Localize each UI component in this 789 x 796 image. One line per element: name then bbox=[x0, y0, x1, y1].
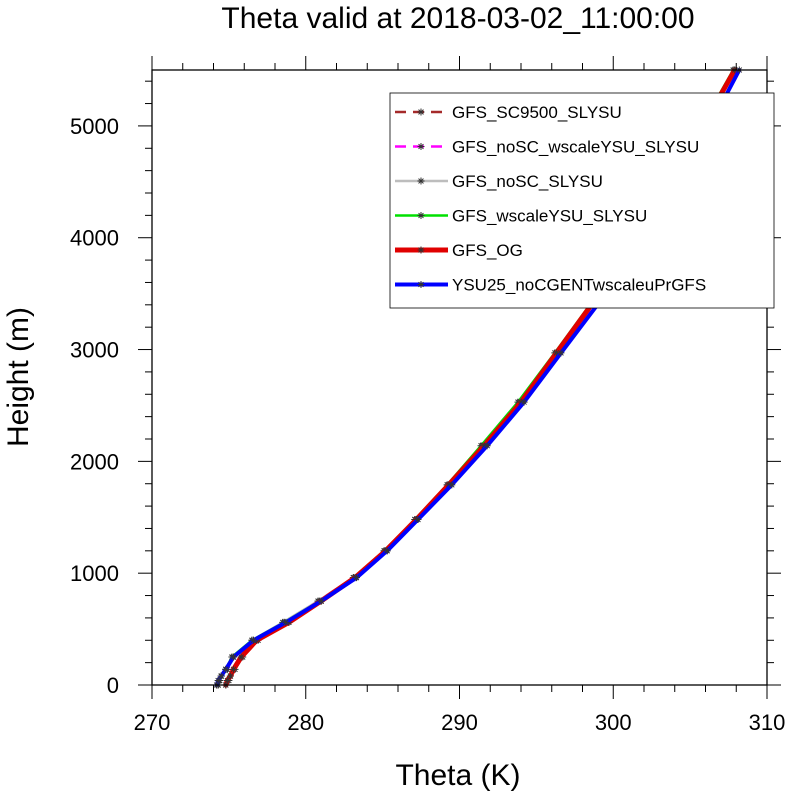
data-point bbox=[249, 636, 257, 644]
data-point bbox=[483, 442, 491, 450]
y-tick-label: 0 bbox=[107, 673, 119, 698]
y-axis-label: Height (m) bbox=[2, 307, 35, 447]
chart-title: Theta valid at 2018-03-02_11:00:00 bbox=[221, 2, 694, 35]
data-point bbox=[552, 349, 560, 357]
data-point bbox=[317, 597, 325, 605]
x-tick-label: 310 bbox=[749, 710, 786, 735]
legend-marker bbox=[417, 246, 425, 254]
data-point bbox=[520, 398, 528, 406]
data-point bbox=[214, 677, 222, 685]
x-axis-label: Theta (K) bbox=[395, 759, 520, 792]
legend-item: GFS_wscaleYSU_SLYSU bbox=[395, 207, 647, 226]
legend-item: GFS_noSC_SLYSU bbox=[395, 172, 603, 191]
legend-marker bbox=[417, 177, 425, 185]
axes: 270 280 290 300 310 0 1000 2000 3000 4000 5000 bbox=[70, 56, 785, 735]
legend-label: YSU25_noCGENTwscaleuPrGFS bbox=[452, 276, 706, 295]
legend-label: GFS_SC9500_SLYSU bbox=[452, 103, 622, 122]
legend-box bbox=[389, 92, 775, 309]
data-point bbox=[226, 672, 234, 680]
legend-item: GFS_OG bbox=[395, 241, 523, 260]
legend-item: GFS_SC9500_SLYSU bbox=[395, 103, 622, 122]
data-point bbox=[223, 677, 231, 685]
data-point bbox=[448, 481, 456, 489]
x-tick-label: 280 bbox=[287, 710, 324, 735]
x-tick-label: 270 bbox=[134, 710, 171, 735]
legend-item: YSU25_noCGENTwscaleuPrGFS bbox=[395, 276, 706, 295]
legend-label: GFS_noSC_wscaleYSU_SLYSU bbox=[452, 138, 699, 157]
data-point bbox=[282, 618, 290, 626]
data-point bbox=[237, 653, 245, 661]
legend-marker bbox=[417, 143, 425, 150]
legend-marker bbox=[417, 212, 425, 219]
legend-label: GFS_noSC_SLYSU bbox=[452, 172, 603, 191]
legend-label: GFS_wscaleYSU_SLYSU bbox=[452, 207, 647, 226]
data-point bbox=[217, 672, 225, 680]
y-tick-label: 3000 bbox=[70, 338, 119, 363]
y-tick-label: 1000 bbox=[70, 561, 119, 586]
data-point bbox=[229, 665, 237, 673]
y-tick-label: 5000 bbox=[70, 114, 119, 139]
data-point bbox=[383, 547, 391, 555]
data-point bbox=[352, 574, 360, 582]
data-point bbox=[229, 653, 237, 661]
x-tick-label: 290 bbox=[441, 710, 478, 735]
legend-label: GFS_OG bbox=[452, 241, 523, 260]
legend-item: GFS_noSC_wscaleYSU_SLYSU bbox=[395, 138, 699, 157]
data-point bbox=[222, 665, 230, 673]
legend-marker bbox=[417, 281, 425, 288]
y-tick-label: 4000 bbox=[70, 226, 119, 251]
legend: GFS_SC9500_SLYSU GFS_noSC_wscaleYSU_SLYSU… bbox=[389, 92, 775, 309]
data-point bbox=[414, 516, 422, 524]
x-tick-label: 300 bbox=[595, 710, 632, 735]
legend-marker bbox=[417, 108, 425, 116]
y-tick-label: 2000 bbox=[70, 449, 119, 474]
data-point bbox=[557, 349, 565, 357]
